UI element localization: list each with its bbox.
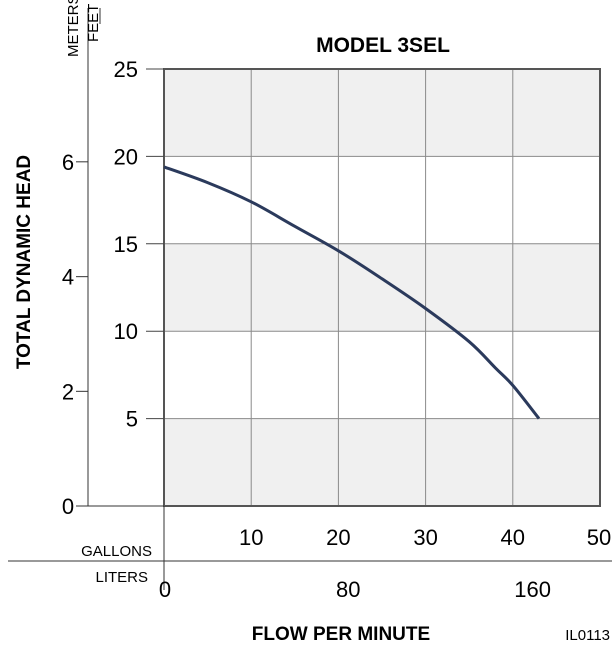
liters-tick-label: 80 <box>336 577 360 602</box>
head-flow-curve <box>163 165 541 420</box>
x-tick-label: 40 <box>501 525 525 550</box>
x-axis-title: FLOW PER MINUTE <box>252 624 430 645</box>
chart-title: MODEL 3SEL <box>316 34 450 57</box>
x-tick-label: 10 <box>239 525 263 550</box>
meters-tick-label: 4 <box>62 265 74 290</box>
x-tick-label: 20 <box>326 525 350 550</box>
gallons-unit-label: GALLONS <box>81 543 152 560</box>
liters-unit-label: LITERS <box>95 569 148 586</box>
liters-tick-label: 160 <box>514 577 551 602</box>
feet-unit-label: FEET <box>85 4 102 42</box>
y-tick-label: 10 <box>114 319 138 344</box>
y-tick-label: 5 <box>126 407 138 432</box>
tick-labels: 5 10 15 20 25 0 2 4 6 10 20 30 40 50 0 80 160 <box>62 57 611 602</box>
y-tick-label: 15 <box>114 232 138 257</box>
meters-tick-label: 6 <box>62 150 74 175</box>
plot-frame <box>163 68 601 507</box>
meters-tick-label: 0 <box>62 494 74 519</box>
grid-band <box>164 331 600 419</box>
reference-code: IL0113 <box>565 627 610 644</box>
liters-tick-label: 0 <box>159 577 171 602</box>
grid-band <box>164 156 600 244</box>
meters-unit-label: METERS <box>65 0 82 57</box>
y-axis-title: TOTAL DYNAMIC HEAD <box>14 155 35 369</box>
axes <box>8 8 612 590</box>
grid-bands <box>164 156 600 419</box>
x-tick-label: 30 <box>413 525 437 550</box>
plot-area <box>164 69 600 506</box>
meters-tick-label: 2 <box>62 379 74 404</box>
y-tick-label: 20 <box>114 144 138 169</box>
y-tick-label: 25 <box>114 57 138 82</box>
x-tick-label: 50 <box>587 525 611 550</box>
